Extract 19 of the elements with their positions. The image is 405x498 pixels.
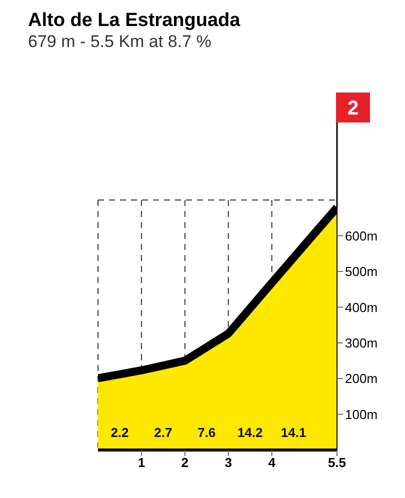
y-tick-label: 300m <box>345 335 378 350</box>
x-tick-label: 3 <box>224 455 232 470</box>
y-tick-label: 600m <box>345 228 378 244</box>
chart-subtitle: 679 m - 5.5 Km at 8.7 % <box>28 32 212 52</box>
y-tick-label: 500m <box>345 264 378 280</box>
annotation: 2 <box>347 98 359 120</box>
chart-title: Alto de La Estranguada <box>28 10 242 32</box>
x-tick-label: 4 <box>268 455 276 470</box>
x-tick-label: 1 <box>138 455 146 470</box>
annotation: 2.2 <box>110 425 129 440</box>
y-tick-label: 200m <box>345 371 378 386</box>
annotation: 14.2 <box>237 425 263 440</box>
x-tick-label: 5.5 <box>328 455 346 470</box>
annotation: 2.7 <box>154 425 172 440</box>
y-tick-label: 400m <box>345 300 378 315</box>
x-tick-label: 2 <box>181 455 189 470</box>
annotation: 14.1 <box>280 425 306 440</box>
y-tick-label: 100m <box>345 406 378 422</box>
annotation: 7.6 <box>198 425 216 440</box>
